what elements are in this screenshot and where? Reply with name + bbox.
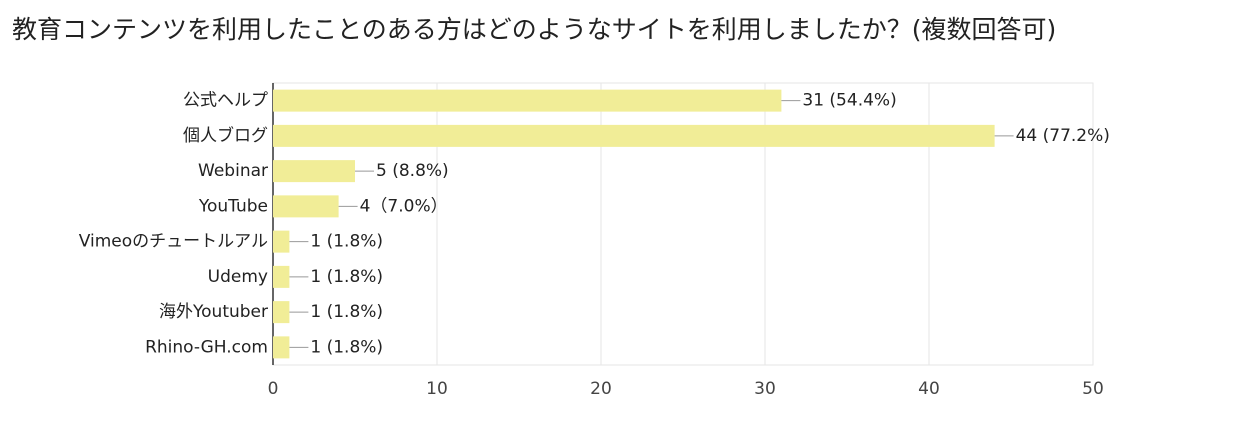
bar xyxy=(273,230,290,253)
y-tick-label: 個人ブログ xyxy=(183,125,268,146)
value-label: 1 (1.8%) xyxy=(310,267,383,287)
value-label: 44 (77.2%) xyxy=(1016,126,1110,146)
x-tick-label: 10 xyxy=(426,379,448,399)
y-tick-label: 海外Youtuber xyxy=(159,302,268,322)
y-tick-label: 公式ヘルプ xyxy=(183,91,268,111)
value-label: 5 (8.8%) xyxy=(376,161,449,181)
chart-title: 教育コンテンツを利用したことのある方はどのようなサイトを利用しましたか？(複数回… xyxy=(12,15,1056,44)
value-label: 1 (1.8%) xyxy=(310,302,383,322)
bar xyxy=(273,301,290,324)
y-tick-label: Webinar xyxy=(198,161,268,181)
y-tick-label: YouTube xyxy=(198,196,268,216)
bar xyxy=(273,195,339,218)
x-tick-label: 40 xyxy=(918,379,940,399)
value-label: 1 (1.8%) xyxy=(310,337,383,357)
y-tick-label: Udemy xyxy=(208,267,268,287)
x-tick-label: 0 xyxy=(268,379,279,399)
bar xyxy=(273,124,995,147)
bar xyxy=(273,89,782,112)
bar xyxy=(273,265,290,288)
x-tick-label: 30 xyxy=(754,379,776,399)
bar xyxy=(273,336,290,359)
x-tick-label: 20 xyxy=(590,379,612,399)
value-label: 4（7.0%） xyxy=(360,196,448,216)
y-tick-label: Rhino-GH.com xyxy=(145,337,268,357)
y-tick-label: Vimeoのチュートルアル xyxy=(79,232,268,252)
x-tick-label: 50 xyxy=(1082,379,1104,399)
value-label: 31 (54.4%) xyxy=(802,91,896,111)
bar xyxy=(273,160,355,183)
value-label: 1 (1.8%) xyxy=(310,232,383,252)
